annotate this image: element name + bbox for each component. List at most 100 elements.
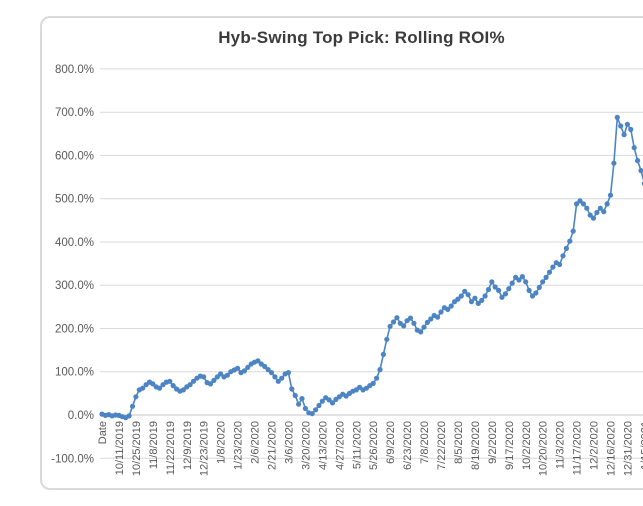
data-point <box>245 364 251 370</box>
y-tick-label: 300.0% <box>55 280 94 292</box>
data-point <box>126 413 132 419</box>
data-point <box>618 123 624 129</box>
data-point <box>394 315 400 321</box>
data-point <box>529 293 536 299</box>
data-point <box>421 324 427 330</box>
data-point <box>374 375 380 381</box>
data-point <box>302 405 308 412</box>
data-point <box>638 168 643 174</box>
data-point <box>289 386 295 392</box>
data-point <box>509 280 515 286</box>
x-tick-label: 6/9/2020 <box>385 421 397 464</box>
data-point <box>607 192 614 198</box>
x-tick-label: 12/2/2020 <box>589 421 601 470</box>
data-point <box>170 383 176 389</box>
y-tick-label: 0.0% <box>68 410 94 422</box>
data-point <box>604 201 610 207</box>
data-point <box>635 158 641 164</box>
data-point <box>180 387 186 393</box>
data-point <box>462 288 468 294</box>
data-point <box>479 297 485 303</box>
data-point <box>313 407 319 413</box>
data-point <box>224 372 230 378</box>
data-point <box>316 402 322 409</box>
x-tick-label: 4/13/2020 <box>317 421 329 470</box>
data-point <box>435 314 441 320</box>
data-point <box>536 284 542 290</box>
x-tick-label: 4/27/2020 <box>334 421 346 470</box>
data-point <box>468 299 475 305</box>
data-point <box>255 358 261 364</box>
data-point <box>448 303 454 309</box>
x-tick-label: 9/2/2020 <box>487 421 499 464</box>
data-point <box>624 121 631 127</box>
data-point <box>499 294 505 300</box>
data-point <box>472 295 478 301</box>
chart: Hyb-Swing Top Pick: Rolling ROI% 800.0% 7… <box>40 16 643 490</box>
data-point <box>584 205 590 211</box>
data-point <box>262 363 268 370</box>
data-point <box>428 316 434 322</box>
data-point <box>401 323 407 329</box>
x-tick-label: 3/6/2020 <box>283 421 295 464</box>
x-tick-label: 7/8/2020 <box>419 421 431 464</box>
data-point <box>201 374 207 380</box>
data-point <box>519 274 525 280</box>
data-point <box>167 378 173 384</box>
x-tick-label: 12/31/2020 <box>622 421 634 476</box>
data-point <box>563 245 570 251</box>
data-point <box>489 279 495 285</box>
data-point <box>129 403 136 409</box>
x-tick-label: 2/21/2020 <box>267 421 279 470</box>
data-point <box>611 160 617 166</box>
data-point <box>601 209 607 215</box>
x-tick-label: 11/3/2020 <box>555 421 567 469</box>
data-point <box>458 293 464 299</box>
data-point <box>384 336 390 342</box>
data-point <box>380 351 386 357</box>
data-point <box>543 274 549 280</box>
x-tick-label: 11/17/2020 <box>572 421 584 475</box>
x-tick-label: 1/15/2021 <box>639 421 643 470</box>
data-point <box>587 212 593 218</box>
x-tick-label: 5/26/2020 <box>368 421 380 470</box>
y-tick-label: 200.0% <box>55 324 94 336</box>
data-point <box>411 320 417 326</box>
data-point <box>540 279 546 285</box>
data-point <box>299 396 305 402</box>
data-point <box>438 309 444 315</box>
data-point <box>211 377 217 383</box>
data-point <box>516 277 522 283</box>
data-point <box>628 126 634 133</box>
x-tick-label: 1/23/2020 <box>233 421 245 470</box>
chart-canvas: 800.0% 700.0% 600.0% 500.0% 400.0% 300.0% 200.… <box>51 64 643 476</box>
data-point <box>557 261 563 268</box>
data-point <box>214 374 220 380</box>
data-point <box>594 209 600 216</box>
data-point <box>235 365 241 371</box>
data-point <box>275 378 281 384</box>
data-point <box>218 371 224 377</box>
data-point <box>424 319 430 325</box>
data-point <box>496 287 502 293</box>
y-tick-label: -100.0% <box>51 453 94 465</box>
data-point <box>614 114 620 120</box>
data-point <box>455 296 461 302</box>
data-point <box>523 279 529 285</box>
data-point <box>597 205 603 211</box>
y-tick-label: 100.0% <box>55 367 94 379</box>
data-point <box>292 392 298 399</box>
y-tick-label: 700.0% <box>55 107 94 119</box>
x-tick-label: 10/11/2019 <box>114 421 126 475</box>
x-tick-label: 11/22/2019 <box>165 421 177 475</box>
data-point <box>560 253 566 259</box>
data-point <box>418 329 424 335</box>
x-tick-label: 12/9/2019 <box>182 421 194 470</box>
data-point <box>329 400 336 406</box>
data-point <box>326 397 332 403</box>
data-point <box>390 319 397 325</box>
data-point <box>485 286 492 293</box>
data-point <box>190 378 197 384</box>
data-point <box>574 201 580 207</box>
x-tick-label: 6/23/2020 <box>402 421 414 470</box>
